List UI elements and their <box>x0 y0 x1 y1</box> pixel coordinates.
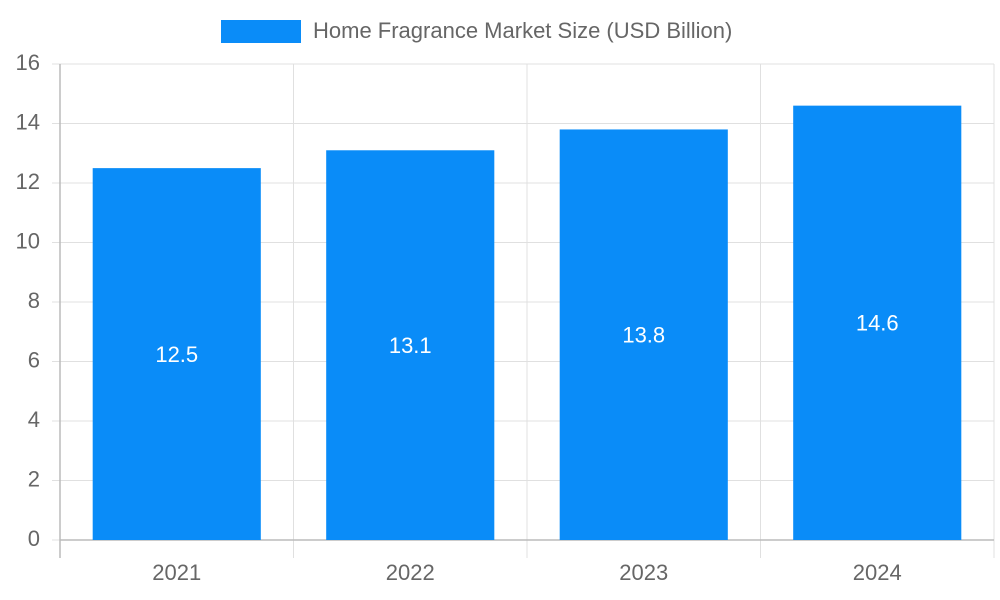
legend-label: Home Fragrance Market Size (USD Billion) <box>313 18 732 43</box>
bar <box>92 168 261 540</box>
legend-swatch <box>221 20 301 43</box>
data-label: 14.6 <box>856 311 899 336</box>
x-tick-label: 2023 <box>619 560 668 585</box>
y-tick-label: 12 <box>16 169 40 194</box>
x-tick-label: 2024 <box>853 560 902 585</box>
bar <box>559 129 728 540</box>
y-tick-label: 0 <box>28 526 40 551</box>
bar <box>326 150 495 540</box>
x-tick-label: 2022 <box>386 560 435 585</box>
y-tick-label: 16 <box>16 50 40 75</box>
bar <box>793 105 962 541</box>
y-tick-label: 14 <box>16 109 40 134</box>
y-tick-label: 2 <box>28 466 40 491</box>
data-label: 13.1 <box>389 333 432 358</box>
data-label: 12.5 <box>155 342 198 367</box>
y-tick-label: 10 <box>16 228 40 253</box>
y-tick-label: 8 <box>28 288 40 313</box>
x-tick-label: 2021 <box>152 560 201 585</box>
y-tick-label: 6 <box>28 347 40 372</box>
data-label: 13.8 <box>622 323 665 348</box>
y-tick-label: 4 <box>28 407 40 432</box>
